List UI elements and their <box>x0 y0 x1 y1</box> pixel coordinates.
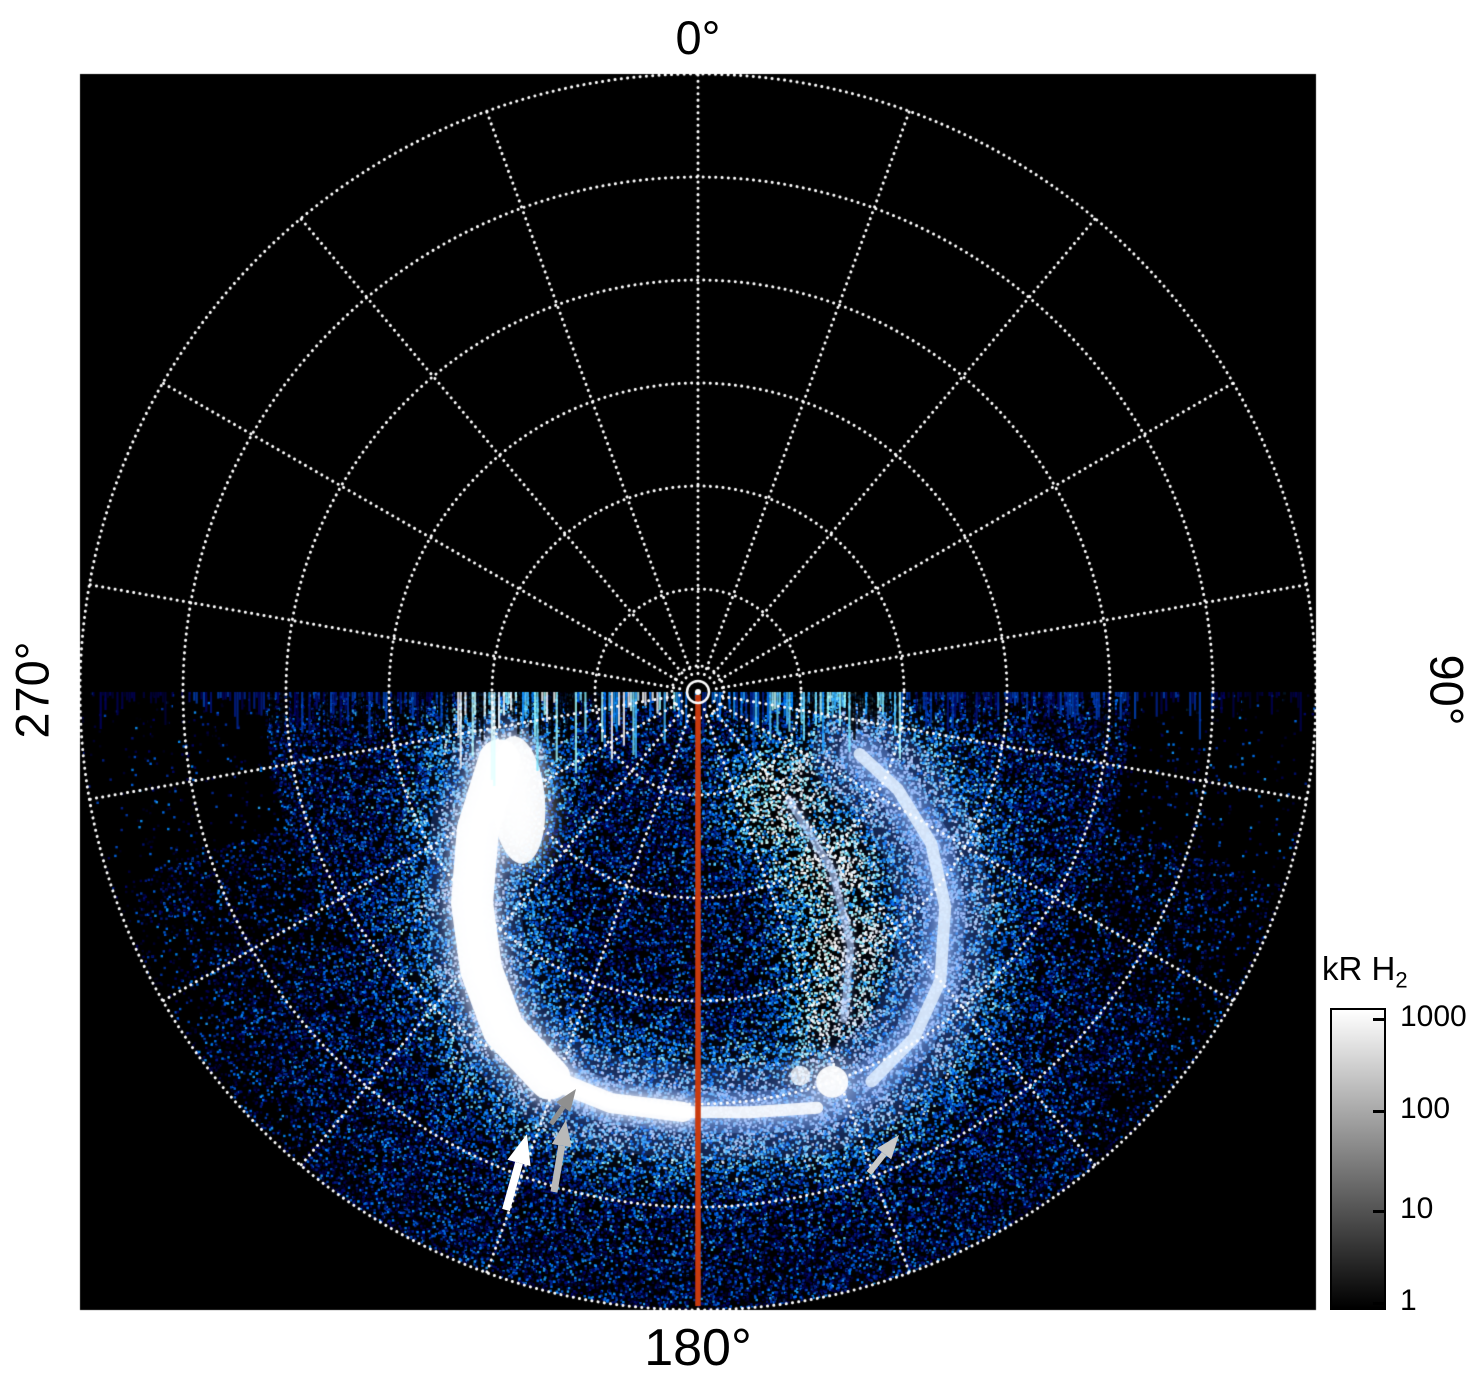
azimuth-label-180: 180° <box>644 1319 752 1377</box>
colorbar-gradient <box>1330 1008 1386 1310</box>
colorbar-tick-mark <box>1373 1210 1384 1214</box>
azimuth-label-0: 0° <box>675 11 721 64</box>
colorbar-title-subscript: 2 <box>1395 967 1408 993</box>
colorbar-tick-label: 100 <box>1400 1091 1451 1125</box>
colorbar-title-main: kR H <box>1322 950 1396 987</box>
colorbar-tick-label: 1 <box>1400 1283 1417 1317</box>
azimuth-label-90: 90° <box>1420 654 1474 726</box>
colorbar-tick-mark <box>1373 1301 1384 1305</box>
azimuth-label-270: 270° <box>5 641 59 739</box>
colorbar-tick-label: 10 <box>1400 1192 1434 1226</box>
colorbar-tick-mark <box>1373 1018 1384 1022</box>
colorbar-tick-mark <box>1373 1109 1384 1113</box>
colorbar-title: kR H2 <box>1322 950 1408 994</box>
colorbar-tick-label: 1000 <box>1400 1000 1467 1034</box>
